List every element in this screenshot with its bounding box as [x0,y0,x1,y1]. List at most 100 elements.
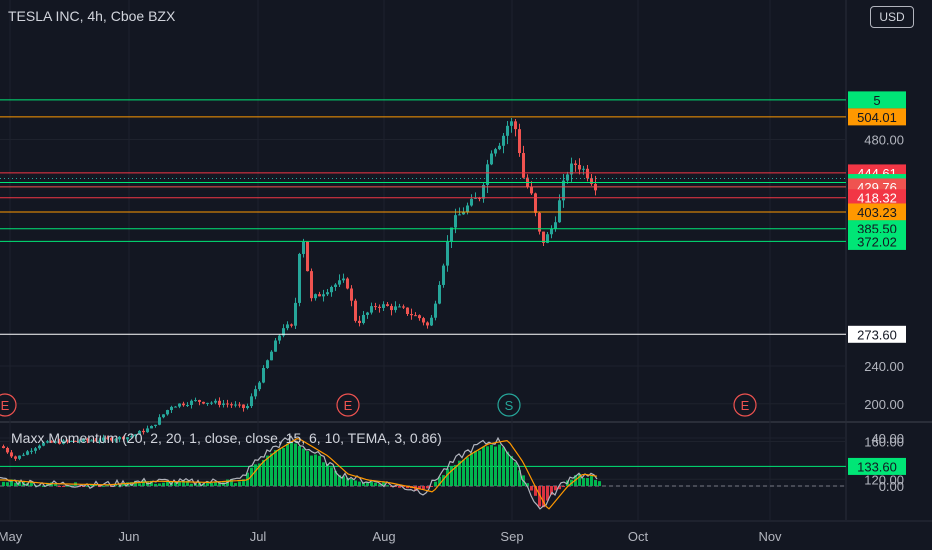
candle [414,312,417,317]
candle [470,194,473,207]
momentum-bar [42,485,45,487]
candle-body [510,121,513,126]
candle [138,430,141,435]
candle [190,399,193,409]
candle-body [422,318,425,323]
candle [590,173,593,186]
event-label: E [741,398,750,413]
candle-body [402,306,405,308]
candle-body [294,302,297,326]
candle-body [474,197,477,199]
candle-body [166,410,169,415]
momentum-bar [490,444,493,486]
momentum-bar [530,486,533,491]
price-level-tag [848,189,906,207]
candle [550,225,553,239]
event-marker: E [0,393,17,417]
candle [278,334,281,344]
candle [338,274,341,287]
candle [542,231,545,247]
candlestick-series [2,117,597,461]
momentum-bar [450,466,453,486]
candle [526,174,529,189]
momentum-bar [254,464,257,486]
momentum-bar [590,476,593,486]
candle-body [390,305,393,311]
candle [202,401,205,405]
candle [394,301,397,313]
event-marker: S [497,393,521,417]
price-levels: 5504.01444.61434.42429.7603:21:39418.324… [0,91,906,475]
candle-body [410,314,413,316]
candle [354,298,357,323]
momentum-bar [326,463,329,486]
momentum-bar [526,483,529,486]
candle-body [570,163,573,175]
candle-body [470,198,473,206]
momentum-bar [258,463,261,486]
candle [482,182,485,203]
candle [386,302,389,307]
candle-body [190,400,193,405]
candle [22,452,25,457]
candle-body [138,430,141,435]
candle [38,444,41,450]
candle-body [70,440,73,442]
momentum-bar [354,480,357,486]
candle-body [262,368,265,383]
candle-body [266,360,269,369]
axes: May Jun Jul Aug Sep Oct Nov 480.00 240.00 200.00 1… [0,133,904,544]
momentum-bar [286,443,289,486]
momentum-bar [334,470,337,486]
candle [150,425,153,429]
momentum-bar [418,486,421,490]
price-tick-label: 200.00 [864,397,904,412]
momentum-bar [294,443,297,486]
candle-body [438,284,441,304]
candle-body [582,168,585,170]
candle-body [306,241,309,272]
candle [58,438,61,445]
candle [346,277,349,290]
indicator-tick-label: 40.00 [871,431,904,446]
momentum-bar [274,450,277,486]
candle [146,425,149,433]
candle-body [238,404,241,406]
momentum-bar [446,468,449,486]
candle [122,435,125,442]
candle-body [550,228,553,235]
momentum-bar [194,484,197,486]
candle-body [326,292,329,295]
momentum-bar [14,482,17,486]
candle-body [358,320,361,324]
momentum-bar [290,441,293,486]
time-tick-label: Aug [372,529,395,544]
momentum-bar [190,483,193,486]
candle [466,202,469,215]
candle-body [574,163,577,165]
momentum-bar [298,446,301,486]
momentum-bar [398,486,401,488]
candle [194,397,197,402]
candle-body [442,265,445,285]
candle [134,433,137,439]
momentum-bar [58,486,61,487]
price-level-label: 403.23 [857,205,897,220]
candle-body [586,168,589,179]
candle [78,439,81,444]
candle [46,439,49,444]
candle-body [562,180,565,201]
momentum-bar [434,481,437,486]
momentum-bar [270,453,273,486]
candle [102,434,105,444]
candle [290,323,293,328]
indicator-tick-label: 0.00 [879,479,904,494]
candle [510,117,513,133]
event-label: S [505,398,514,413]
candle-body [338,280,341,285]
currency-button[interactable]: USD [870,6,914,28]
candle [66,439,69,444]
momentum-bar [138,483,141,486]
candle [522,145,525,179]
